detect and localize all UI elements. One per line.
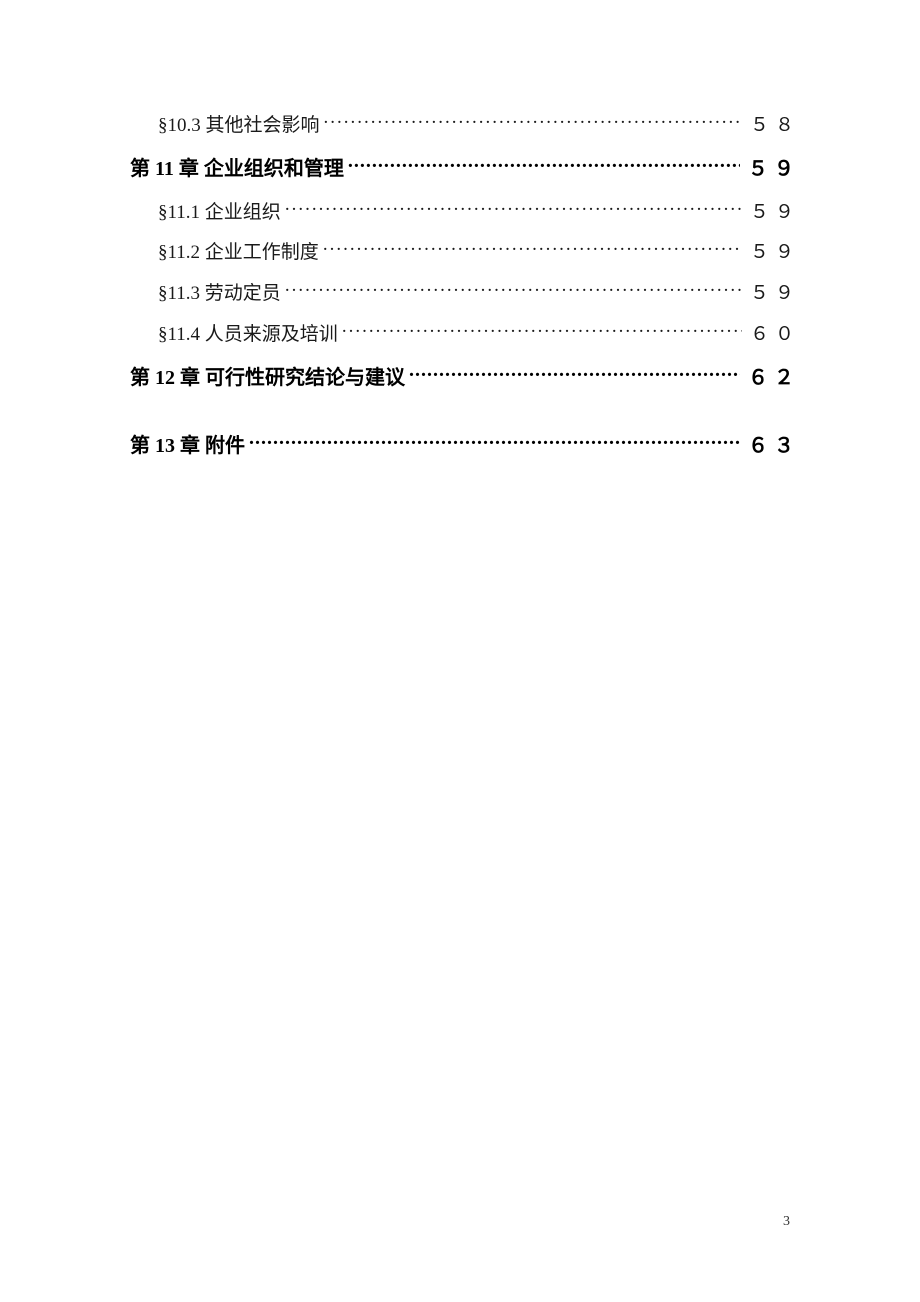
- toc-chapter-title: 可行性研究结论与建议: [200, 367, 405, 389]
- toc-entry-label: 第 11 章 企业组织和管理: [130, 152, 344, 181]
- toc-leader-dots: [285, 195, 742, 218]
- toc-section-entry: §11.4 人员来源及培训 ６０: [130, 317, 800, 346]
- toc-chapter-entry: 第 12 章 可行性研究结论与建议 ６２: [130, 360, 800, 390]
- toc-section-prefix: §11.4: [158, 324, 200, 345]
- toc-entry-page: ５９: [744, 152, 800, 181]
- toc-leader-dots: [348, 151, 740, 175]
- toc-section-entry: §11.1 企业组织 ５９: [130, 195, 800, 224]
- toc-entry-label: 第 13 章 附件: [130, 429, 245, 458]
- toc-chapter-prefix: 第 12 章: [130, 367, 200, 389]
- toc-section-entry: §11.2 企业工作制度 ５９: [130, 236, 800, 265]
- toc-entry-label: §11.3 劳动定员: [158, 278, 281, 305]
- page-number: 3: [783, 1214, 790, 1230]
- toc-container: §10.3 其他社会影响５８第 11 章 企业组织和管理５９§11.1 企业组织…: [0, 0, 920, 458]
- toc-section-title: 人员来源及培训: [200, 324, 338, 345]
- toc-entry-page: ５９: [746, 197, 800, 224]
- toc-entry-label: 第 12 章 可行性研究结论与建议: [130, 361, 405, 390]
- toc-section-prefix: §11.3: [158, 283, 200, 304]
- toc-chapter-title: 企业组织和管理: [199, 158, 344, 180]
- toc-section-title: 其他社会影响: [201, 115, 320, 136]
- toc-entry-page: ６３: [744, 429, 800, 458]
- toc-section-entry: §10.3 其他社会影响 ５８: [130, 108, 800, 137]
- toc-entry-page: ６０: [746, 319, 800, 346]
- toc-entry-label: §11.2 企业工作制度: [158, 237, 319, 264]
- toc-entry-page: ５９: [746, 278, 800, 305]
- toc-chapter-prefix: 第 11 章: [130, 158, 199, 180]
- toc-chapter-prefix: 第 13 章: [130, 435, 200, 457]
- toc-leader-dots: [285, 276, 742, 299]
- toc-leader-dots: [324, 108, 742, 131]
- toc-section-title: 企业组织: [200, 202, 281, 223]
- toc-section-prefix: §11.2: [158, 242, 200, 263]
- toc-entry-page: ６２: [744, 361, 800, 390]
- toc-chapter-entry: 第 13 章 附件 ６３: [130, 428, 800, 458]
- toc-chapter-title: 附件: [200, 435, 245, 457]
- toc-section-prefix: §11.1: [158, 202, 200, 223]
- toc-section-title: 劳动定员: [200, 283, 281, 304]
- toc-entry-page: ５９: [746, 237, 800, 264]
- toc-leader-dots: [323, 236, 742, 259]
- toc-section-entry: §11.3 劳动定员 ５９: [130, 276, 800, 305]
- toc-entry-label: §10.3 其他社会影响: [158, 110, 320, 137]
- toc-section-prefix: §10.3: [158, 115, 201, 136]
- toc-section-title: 企业工作制度: [200, 242, 319, 263]
- toc-entry-page: ５８: [746, 110, 800, 137]
- toc-leader-dots: [409, 360, 740, 384]
- toc-leader-dots: [342, 317, 742, 340]
- toc-entry-label: §11.4 人员来源及培训: [158, 319, 338, 346]
- toc-leader-dots: [249, 428, 740, 452]
- toc-chapter-entry: 第 11 章 企业组织和管理 ５９: [130, 151, 800, 181]
- toc-entry-label: §11.1 企业组织: [158, 197, 281, 224]
